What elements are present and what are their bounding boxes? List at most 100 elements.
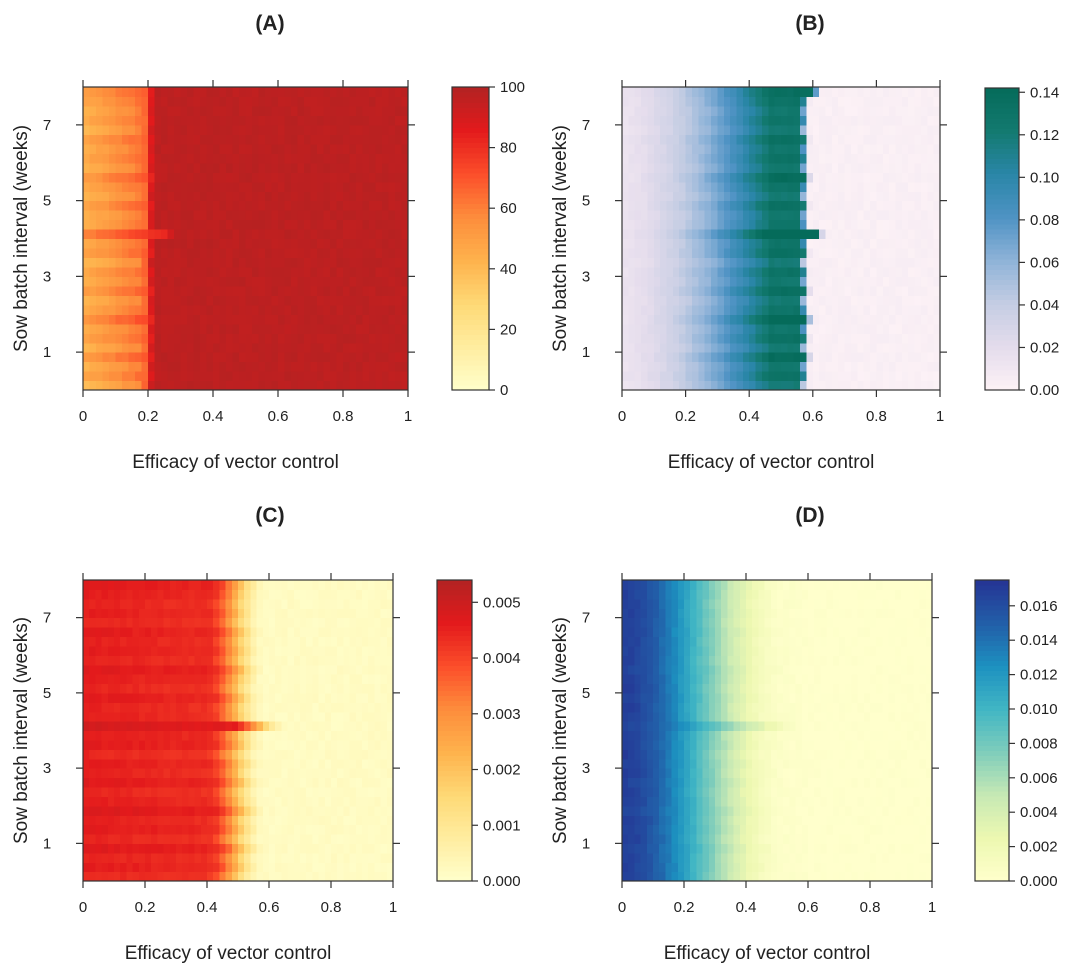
heatmap-cell: [169, 711, 177, 722]
heatmap-cell: [781, 285, 788, 296]
heatmap-cell: [386, 711, 394, 722]
heatmap-cell: [231, 796, 239, 807]
heatmap-cell: [187, 191, 195, 202]
heatmap-cell: [145, 711, 152, 722]
heatmap-cell: [647, 266, 655, 277]
heatmap-cell: [271, 87, 279, 98]
heatmap-cell: [374, 664, 382, 675]
heatmap-cell: [876, 162, 884, 173]
heatmap-cell: [382, 238, 390, 249]
colorbar-segment: [985, 279, 1019, 285]
heatmap-cell: [182, 627, 189, 638]
heatmap-cell: [128, 191, 136, 202]
colorbar-segment: [452, 324, 489, 330]
heatmap-cell: [318, 805, 326, 816]
heatmap-cell: [145, 580, 152, 591]
heatmap-cell: [356, 352, 364, 363]
heatmap-cell: [336, 134, 344, 145]
heatmap-cell: [193, 219, 201, 230]
colorbar-segment: [985, 239, 1019, 245]
heatmap-cell: [128, 333, 136, 344]
heatmap-cell: [238, 683, 245, 694]
heatmap-cell: [698, 96, 706, 107]
heatmap-cell: [628, 172, 636, 183]
heatmap-cell: [889, 238, 897, 249]
heatmap-cell: [219, 229, 227, 240]
heatmap-cell: [685, 115, 693, 126]
heatmap-cell: [244, 683, 251, 694]
heatmap-cell: [355, 805, 363, 816]
heatmap-cell: [343, 229, 351, 240]
heatmap-cell: [749, 342, 757, 353]
heatmap-cell: [831, 323, 839, 334]
heatmap-cell: [831, 285, 839, 296]
heatmap-cell: [310, 87, 318, 98]
heatmap-cell: [95, 683, 103, 694]
heatmap-cell: [284, 162, 292, 173]
heatmap-cell: [157, 833, 165, 844]
heatmap-cell: [310, 134, 318, 145]
heatmap-cell: [901, 333, 909, 344]
heatmap-cell: [231, 721, 239, 732]
heatmap-cell: [628, 219, 636, 230]
x-tick-label: 0.2: [138, 408, 159, 425]
heatmap-cell: [914, 115, 922, 126]
colorbar-tick-label: 0.08: [1030, 212, 1059, 229]
heatmap-cell: [161, 323, 169, 334]
heatmap-cell: [128, 285, 136, 296]
heatmap-cell: [245, 181, 253, 192]
heatmap-cell: [109, 115, 117, 126]
heatmap-cell: [239, 87, 247, 98]
heatmap-cell: [89, 200, 97, 211]
heatmap-cell: [256, 777, 264, 788]
heatmap-cell: [819, 162, 827, 173]
heatmap-cell: [109, 361, 117, 372]
heatmap-cell: [337, 862, 344, 873]
heatmap-cell: [355, 768, 363, 779]
heatmap-cell: [324, 608, 332, 619]
heatmap-cell: [368, 805, 375, 816]
heatmap-cell: [679, 162, 687, 173]
heatmap-cell: [206, 219, 214, 230]
heatmap-cell: [343, 645, 351, 656]
heatmap-cell: [774, 134, 782, 145]
heatmap-cell: [787, 96, 795, 107]
heatmap-cell: [781, 96, 788, 107]
heatmap-cell: [838, 87, 846, 98]
heatmap-cell: [187, 200, 195, 211]
heatmap-cell: [206, 87, 214, 98]
heatmap-cell: [628, 162, 636, 173]
heatmap-cell: [169, 758, 177, 769]
heatmap-cell: [291, 153, 299, 164]
heatmap-cell: [238, 824, 245, 835]
heatmap-cell: [806, 276, 814, 287]
heatmap-cell: [876, 200, 884, 211]
colorbar-segment: [985, 314, 1019, 321]
heatmap-cell: [293, 815, 301, 826]
x-tick-label: 0.6: [268, 408, 289, 425]
heatmap-cell: [711, 96, 718, 107]
heatmap-cell: [749, 143, 757, 154]
heatmap-cell: [107, 852, 115, 863]
heatmap-cell: [672, 371, 680, 382]
heatmap-cell: [850, 323, 858, 334]
heatmap-cell: [187, 210, 195, 221]
heatmap-cell: [219, 361, 227, 372]
heatmap-cell: [291, 105, 299, 117]
heatmap-cell: [876, 238, 884, 249]
heatmap-cell: [660, 181, 668, 192]
heatmap-cell: [723, 87, 731, 98]
heatmap-cell: [300, 645, 307, 656]
heatmap-cell: [749, 323, 757, 334]
heatmap-cell: [115, 371, 123, 382]
heatmap-cell: [194, 683, 202, 694]
heatmap-cell: [369, 105, 377, 117]
heatmap-cell: [194, 786, 202, 797]
heatmap-cell: [647, 304, 655, 315]
heatmap-cell: [157, 711, 165, 722]
heatmap-cell: [908, 276, 916, 287]
heatmap-cell: [180, 342, 188, 353]
heatmap-cell: [401, 162, 409, 173]
colorbar-segment: [985, 163, 1019, 170]
heatmap-cell: [388, 210, 396, 221]
